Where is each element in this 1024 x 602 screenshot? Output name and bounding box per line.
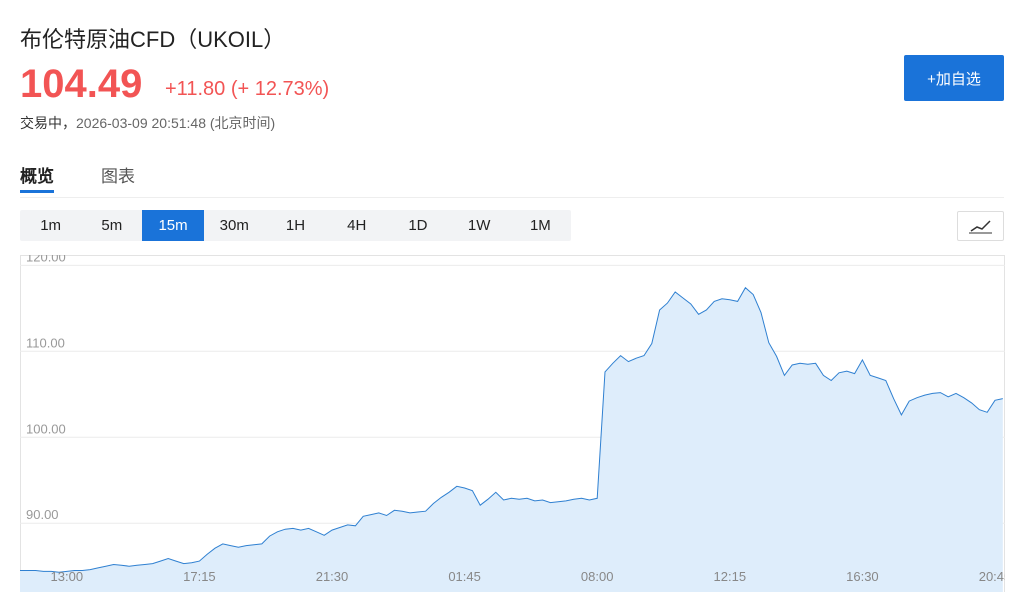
interval-button[interactable]: 30m (219, 217, 249, 234)
area-fill (20, 287, 1003, 592)
x-tick-label: 20:45 (979, 569, 1005, 584)
chart-type-button[interactable] (957, 211, 1004, 241)
tab[interactable]: 概览 (20, 162, 54, 193)
y-tick-label: 110.00 (26, 335, 65, 350)
watchlist-button[interactable]: +加自选 (904, 55, 1004, 101)
interval-button[interactable]: 15m (142, 210, 204, 241)
tab-bar: 概览 图表 (20, 160, 1004, 198)
timestamp: 2026-03-09 20:51:48 (北京时间) (76, 115, 276, 131)
change-percent: (+ 12.73%) (230, 78, 330, 100)
interval-bar: 1m 5m 15m 30m 1H 4H 1D 1W 1M (20, 210, 571, 241)
interval-button[interactable]: 1D (408, 217, 428, 234)
x-tick-label: 08:00 (581, 569, 614, 584)
x-tick-label: 13:00 (51, 569, 84, 584)
instrument-title: 布伦特原油CFD（UKOIL） (20, 27, 286, 52)
y-tick-label: 90.00 (26, 507, 59, 522)
y-tick-label: 100.00 (26, 421, 66, 436)
y-tick-label: 120.00 (26, 255, 66, 264)
status-line: 交易中，2026-03-09 20:51:48 (北京时间) (20, 113, 275, 133)
price-line (20, 286, 1003, 573)
trading-status: 交易中， (20, 115, 76, 131)
interval-button[interactable]: 1H (285, 217, 306, 234)
price-change: +11.80 (+ 12.73%) (165, 78, 329, 101)
x-tick-label: 01:45 (448, 569, 481, 584)
x-tick-label: 16:30 (846, 569, 879, 584)
plot-frame (20, 255, 1005, 592)
interval-button[interactable]: 5m (101, 217, 123, 234)
interval-button[interactable]: 1M (529, 217, 551, 234)
price-chart: 90.00 100.00 110.00 120.00 13:00 17:15 21:30 01… (20, 255, 1005, 592)
price: 104.49 (20, 62, 143, 106)
interval-button[interactable]: 1W (467, 217, 491, 234)
x-tick-label: 17:15 (183, 569, 216, 584)
chart-type-icon (969, 220, 992, 234)
change-value: +11.80 (165, 78, 226, 100)
tab[interactable]: 图表 (101, 167, 135, 186)
x-tick-label: 21:30 (316, 569, 349, 584)
interval-button[interactable]: 1m (40, 217, 62, 234)
interval-button[interactable]: 4H (347, 217, 367, 234)
x-tick-label: 12:15 (714, 569, 747, 584)
